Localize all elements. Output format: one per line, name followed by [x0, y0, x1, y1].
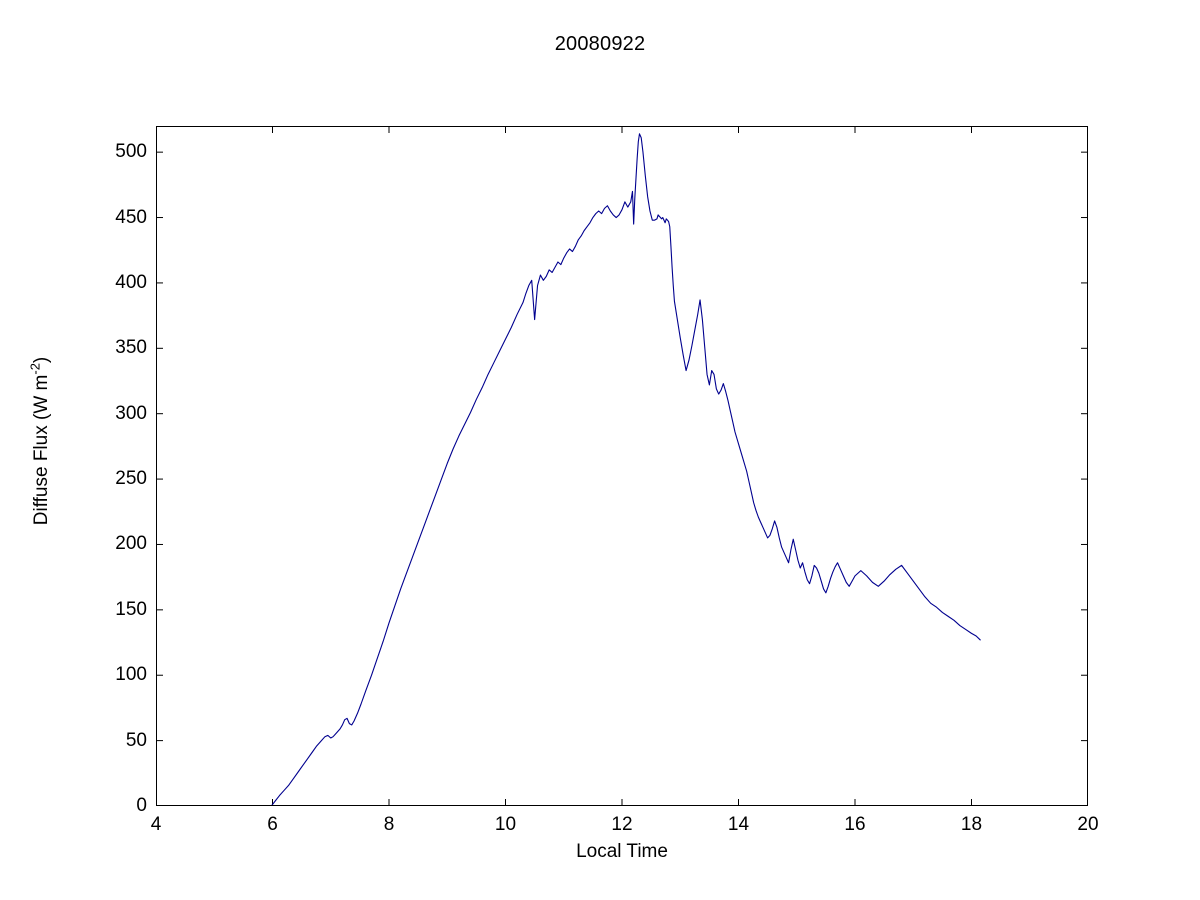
x-tick-label: 8 [383, 814, 395, 835]
plot-area [156, 126, 1088, 806]
x-tick-label: 10 [494, 814, 517, 835]
y-tick-label: 50 [125, 729, 147, 751]
page-title: 20080922 [554, 33, 646, 55]
x-tick-label: 12 [611, 814, 633, 835]
axes-box [156, 126, 1088, 806]
y-axis-label: Diffuse Flux (W m-2) [27, 281, 53, 601]
x-tick-label: 6 [267, 814, 278, 835]
y-tick-label: 100 [115, 664, 147, 686]
y-tick-label: 200 [115, 533, 147, 555]
y-tick-label: 250 [115, 468, 147, 490]
y-tick-label: 150 [115, 598, 147, 620]
x-axis-label: Local Time [576, 841, 668, 862]
y-tick-label: 500 [115, 141, 147, 163]
x-tick-label: 18 [960, 814, 983, 835]
y-tick-label: 450 [115, 206, 147, 228]
x-tick-label: 20 [1077, 814, 1099, 835]
y-tick-label: 300 [115, 402, 147, 424]
y-axis-label-tail: ) [31, 356, 52, 364]
y-tick-label: 350 [115, 337, 147, 359]
x-tick-label: 14 [727, 814, 750, 835]
plot-svg [156, 126, 1088, 806]
plot-background [156, 126, 1088, 806]
data-series-line [270, 133, 981, 806]
y-tick-label: 0 [136, 795, 147, 816]
x-tick-label: 16 [844, 814, 866, 835]
y-tick-label: 400 [115, 271, 147, 293]
y-axis-label-main: Diffuse Flux (W m [31, 374, 52, 526]
x-tick-label: 4 [150, 814, 162, 835]
y-axis-label-exponent: -2 [27, 363, 43, 375]
axis-ticks [156, 126, 1088, 806]
